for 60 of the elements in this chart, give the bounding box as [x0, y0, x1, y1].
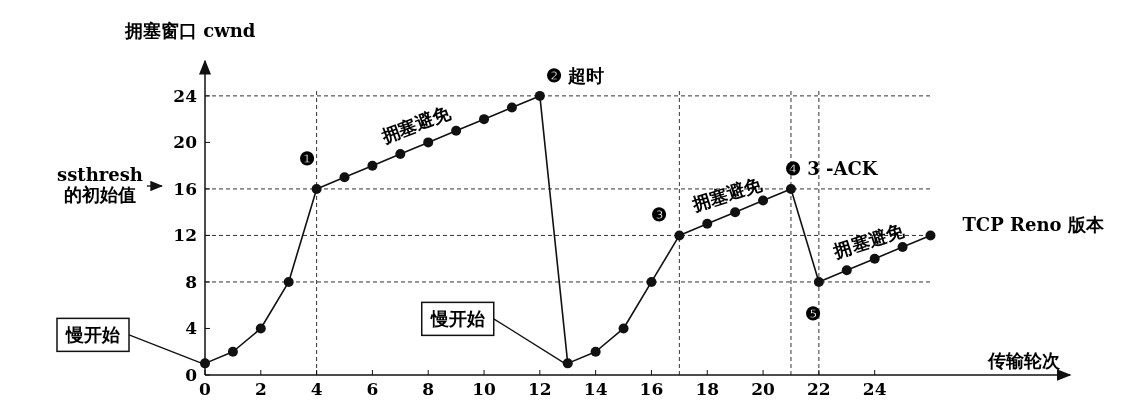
x-tick-label: 16	[639, 379, 664, 399]
x-tick-label: 12	[528, 379, 552, 399]
x-tick-label: 24	[862, 379, 887, 399]
annotation: 慢开始	[65, 324, 121, 346]
point	[339, 172, 350, 183]
x-tick-label: 0	[199, 379, 212, 399]
point	[283, 276, 294, 287]
point	[897, 242, 908, 253]
text: ssthresh 的初始值	[57, 164, 143, 205]
point	[618, 323, 629, 334]
y-axis-title: 拥塞窗口 cwnd	[124, 20, 256, 41]
y-tick-label: 16	[173, 178, 197, 199]
y-tick-label: 0	[185, 365, 198, 385]
annotation: TCP Reno 版本	[962, 214, 1105, 236]
x-tick-label: 8	[422, 379, 435, 399]
point	[506, 102, 517, 113]
annotation: ❶	[298, 147, 315, 169]
y-tick-label: 20	[173, 132, 198, 153]
point	[702, 218, 713, 229]
annotation: 拥塞避免	[377, 101, 455, 148]
x-tick-label: 6	[366, 379, 379, 399]
point	[730, 207, 741, 218]
point	[813, 276, 824, 287]
x-axis-title: 传输轮次	[987, 350, 1061, 371]
point	[758, 195, 769, 206]
y-tick-label: 8	[185, 271, 197, 292]
annotation: 拥塞避免	[830, 219, 908, 262]
x-tick-label: 22	[807, 379, 831, 399]
y-tick-label: 24	[173, 85, 198, 106]
y-tick-label: 4	[185, 318, 198, 339]
point	[395, 149, 406, 160]
point	[869, 253, 880, 264]
annotation: ❸	[651, 204, 668, 226]
point	[534, 90, 545, 101]
point	[451, 125, 462, 136]
x-tick-label: 10	[472, 379, 497, 399]
annotation: ❷ 超时	[545, 64, 605, 86]
annotation: ❹ 3 -ACK	[784, 157, 879, 179]
point	[367, 160, 378, 171]
point	[674, 230, 685, 241]
point	[590, 346, 601, 357]
point	[646, 276, 657, 287]
x-tick-label: 18	[695, 379, 720, 399]
point	[423, 137, 434, 148]
point	[311, 183, 322, 194]
y-tick-label: 12	[173, 225, 197, 246]
x-tick-label: 2	[254, 379, 267, 399]
point	[925, 230, 936, 241]
point	[227, 346, 238, 357]
x-tick-label: 4	[310, 379, 323, 399]
point	[479, 114, 490, 125]
point	[562, 358, 573, 369]
annotation: ❺	[804, 302, 821, 324]
x-tick-label: 14	[583, 379, 608, 399]
annotation: 慢开始	[429, 308, 486, 330]
point	[841, 265, 852, 276]
point	[255, 323, 266, 334]
x-tick-label: 20	[751, 379, 776, 399]
annotation: 拥塞避免	[688, 172, 766, 216]
point	[785, 183, 796, 194]
